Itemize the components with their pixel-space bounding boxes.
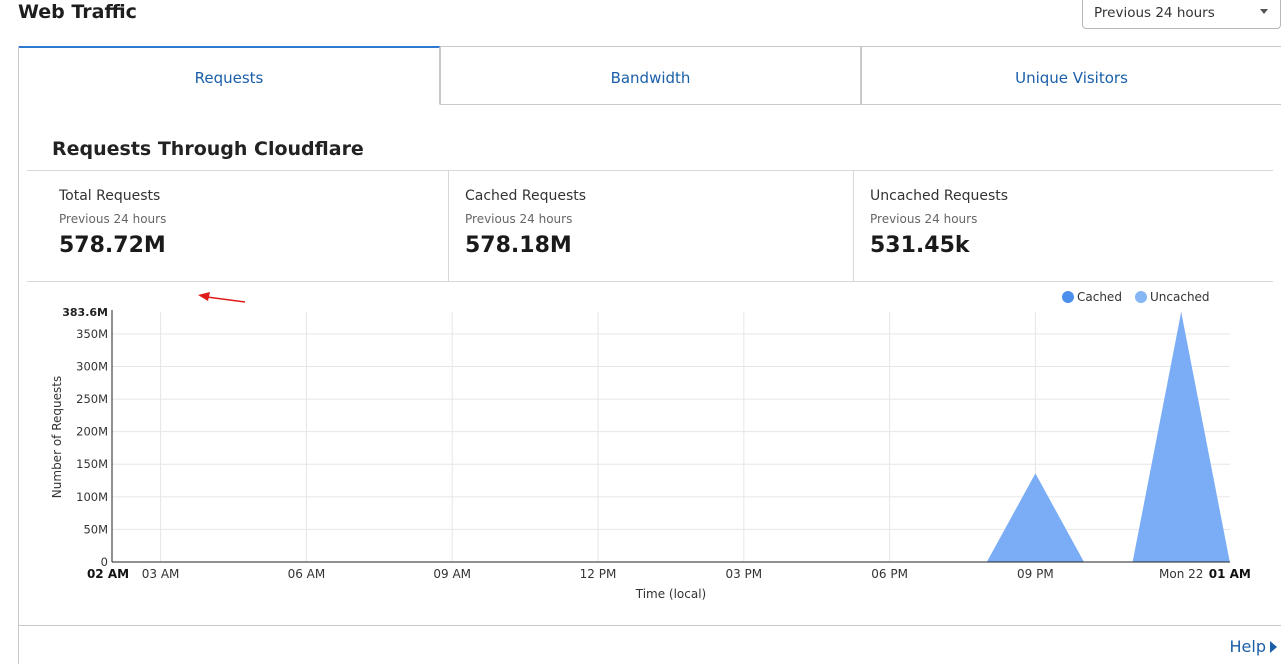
tab-label: Bandwidth [610,68,691,87]
tab-bandwidth[interactable]: Bandwidth [440,46,861,105]
section-title: Requests Through Cloudflare [52,138,364,160]
legend-label: Uncached [1150,290,1210,304]
tab-label: Requests [194,69,264,87]
legend-label: Cached [1077,290,1122,304]
help-link[interactable]: Help [1230,637,1277,656]
legend-item-cached[interactable]: Cached [1062,289,1122,305]
chart-areas [112,312,1255,562]
y-tick-label: 0 [101,555,108,569]
stat-value: 578.72M [59,233,166,258]
y-axis-title: Number of Requests [50,376,64,498]
stat-name: Total Requests [59,188,161,204]
chart-grid [112,312,1230,562]
y-tick-label: 50M [83,522,108,536]
stat-uncached-requests: Uncached Requests Previous 24 hours 531.… [853,171,1273,282]
time-range-value: Previous 24 hours [1094,5,1215,21]
x-tick-label: 01 AM [1209,567,1251,581]
x-tick-label: 03 PM [725,567,762,581]
stat-period: Previous 24 hours [870,212,978,226]
stat-value: 531.45k [870,233,970,258]
legend-item-uncached[interactable]: Uncached [1135,289,1210,305]
footer-divider [19,625,1281,626]
series-area-cached [112,312,1255,562]
chart-axes: 0 50M 100M 150M 200M 250M 300M 350M 383.6M 02 AM 0… [50,306,1251,601]
y-tick-label: 300M [76,359,108,373]
x-tick-label: 06 AM [288,567,326,581]
tab-bar: Requests Bandwidth Unique Visitors [19,46,1281,105]
y-tick-label: 100M [76,490,108,504]
y-max-label: 383.6M [62,306,108,319]
stat-name: Cached Requests [465,188,587,204]
y-tick-label: 200M [76,425,108,439]
x-axis-title: Time (local) [635,587,707,601]
stat-value: 578.18M [465,233,572,258]
y-tick-label: 250M [76,392,108,406]
time-range-select[interactable]: Previous 24 hours [1082,0,1281,29]
x-tick-label: 03 AM [142,567,180,581]
stats-row: Total Requests Previous 24 hours 578.72M… [27,170,1273,282]
tab-requests[interactable]: Requests [19,46,440,105]
annotation-arrow-icon [198,292,246,303]
y-tick-label: 350M [76,327,108,341]
legend-dot-icon [1135,291,1147,303]
help-label: Help [1229,637,1266,656]
stat-cached-requests: Cached Requests Previous 24 hours 578.18… [448,171,853,282]
y-tick-label: 150M [76,457,108,471]
x-tick-label: 12 PM [580,567,617,581]
stat-period: Previous 24 hours [465,212,573,226]
requests-chart: 0 50M 100M 150M 200M 250M 300M 350M 383.6M 02 AM 0… [50,306,1255,601]
tab-unique-visitors[interactable]: Unique Visitors [861,46,1281,105]
stat-period: Previous 24 hours [59,212,167,226]
web-traffic-panel: Requests Bandwidth Unique Visitors Reque… [18,46,1281,664]
caret-right-icon [1270,640,1277,653]
stat-name: Uncached Requests [870,188,1009,204]
x-tick-label: 02 AM [87,567,129,581]
legend-dot-icon [1062,291,1074,303]
chevron-down-icon [1260,9,1268,14]
x-tick-label: Mon 22 [1159,567,1203,581]
page-title: Web Traffic [18,1,137,23]
tab-label: Unique Visitors [1015,68,1128,87]
stat-total-requests: Total Requests Previous 24 hours 578.72M [27,171,448,282]
x-tick-label: 06 PM [871,567,908,581]
x-tick-label: 09 AM [433,567,471,581]
x-tick-label: 09 PM [1017,567,1054,581]
